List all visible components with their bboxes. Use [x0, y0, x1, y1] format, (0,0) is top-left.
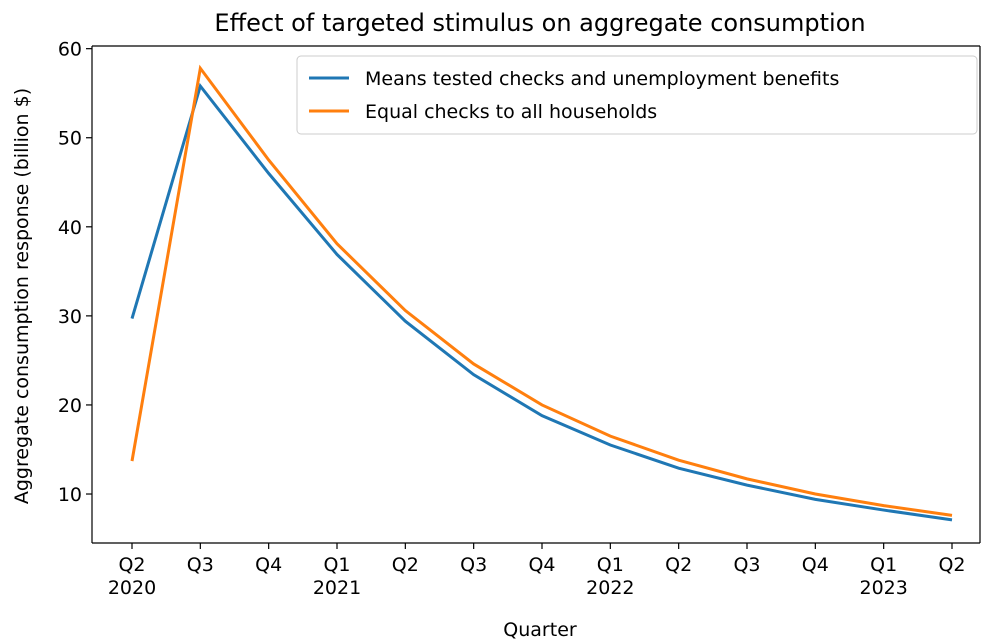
x-tick-label: Q1 2023	[859, 554, 907, 599]
y-tick-label: 20	[58, 395, 82, 417]
y-tick-label: 40	[58, 217, 82, 239]
legend-box	[296, 55, 978, 135]
x-tick-label: Q4	[528, 554, 555, 576]
legend-label: Equal checks to all households	[365, 101, 657, 123]
x-tick-label: Q1 2021	[313, 554, 361, 599]
x-tick-label: Q4	[802, 554, 829, 576]
x-tick-label: Q2	[392, 554, 419, 576]
y-tick-label: 10	[58, 484, 82, 506]
x-axis-label: Quarter	[503, 619, 577, 641]
y-axis-label: Aggregate consumption response (billion …	[11, 88, 33, 504]
x-tick-label: Q3	[733, 554, 760, 576]
data-line	[130, 82, 953, 522]
data-line	[130, 64, 953, 517]
x-tick-label: Q1 2022	[586, 554, 634, 599]
legend-label: Means tested checks and unemployment ben…	[365, 68, 839, 90]
y-tick-label: 50	[58, 128, 82, 150]
y-tick-label: 30	[58, 306, 82, 328]
x-tick-label: Q4	[255, 554, 282, 576]
y-tick-label: 60	[58, 39, 82, 61]
x-tick-label: Q2	[665, 554, 692, 576]
x-tick-label: Q2 2020	[108, 554, 156, 599]
x-tick-label: Q2	[938, 554, 965, 576]
chart-title: Effect of targeted stimulus on aggregate…	[214, 9, 865, 37]
x-tick-label: Q3	[187, 554, 214, 576]
x-tick-label: Q3	[460, 554, 487, 576]
